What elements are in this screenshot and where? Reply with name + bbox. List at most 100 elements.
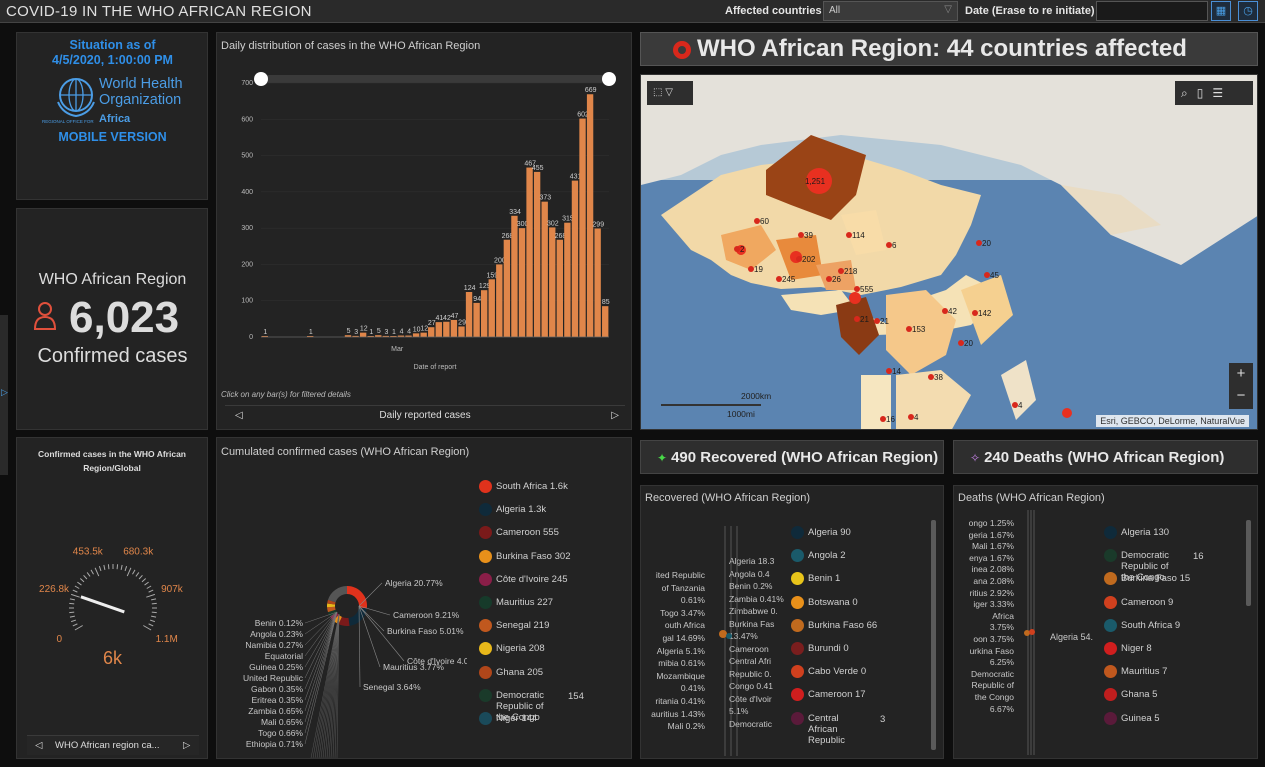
slice-label: Zambia 0.65% <box>248 706 303 716</box>
map-case-marker <box>886 242 892 248</box>
deaths-legend-item[interactable]: South Africa 9 <box>1104 618 1254 633</box>
cumulated-legend-item[interactable]: Democratic Republic of the Congo 154 <box>479 688 629 723</box>
bar <box>480 290 488 337</box>
recovered-legend-item[interactable]: Central African Republic 3 <box>791 711 941 746</box>
chevron-right-icon[interactable]: ▷ <box>611 410 619 421</box>
recovered-legend-item[interactable]: Botswana 0 <box>791 595 941 610</box>
cumulated-legend-item[interactable]: Côte d'Ivoire 245 <box>479 572 629 587</box>
legend-swatch <box>479 549 492 563</box>
y-tick-label: 500 <box>241 153 253 160</box>
legend-name: Burundi 0 <box>808 643 849 654</box>
cumulated-legend-item[interactable]: Cameroon 555 <box>479 526 629 540</box>
deaths-legend-item[interactable]: Guinea 5 <box>1104 711 1254 726</box>
chevron-left-icon[interactable]: ◁ <box>235 410 243 421</box>
map-case-label: 45 <box>990 271 999 280</box>
gauge-tick <box>135 572 140 577</box>
side-panel-toggle[interactable]: ▷ <box>0 315 8 475</box>
chevron-right-icon[interactable]: ▷ <box>183 740 191 751</box>
map-case-label: 142 <box>978 309 992 318</box>
bar <box>420 332 427 337</box>
cumulated-legend-item[interactable]: Ghana 205 <box>479 665 629 680</box>
deaths-legend-item[interactable]: Niger 8 <box>1104 642 1254 656</box>
bar <box>443 321 450 337</box>
deaths-legend-item[interactable]: Ghana 5 <box>1104 688 1254 702</box>
bar-label: 42 <box>443 315 451 322</box>
chevron-left-icon[interactable]: ◁ <box>35 740 43 751</box>
legend-name: Algeria 1.3k <box>496 504 547 516</box>
cumulated-legend-item[interactable]: Niger 144 <box>479 712 629 726</box>
recovered-legend-item[interactable]: Burkina Faso 66 <box>791 618 941 633</box>
deaths-scrollbar[interactable] <box>1246 520 1251 606</box>
mobile-version-link[interactable]: MOBILE VERSION <box>58 130 167 144</box>
recovered-legend-item[interactable]: Benin 1 <box>791 572 941 586</box>
confirmed-region-label: WHO African Region <box>38 271 187 288</box>
legend-swatch <box>1104 688 1117 702</box>
cumulated-legend-item[interactable]: Burkina Faso 302 <box>479 549 629 564</box>
recovered-pie-chart[interactable] <box>703 516 793 756</box>
legend-swatch <box>791 688 804 702</box>
bookmark-icon[interactable]: ▯ <box>1196 86 1213 100</box>
map-case-label: 19 <box>754 265 763 274</box>
recovered-icon: ✦ <box>657 451 668 465</box>
callout-leader <box>358 582 383 607</box>
recovered-slice-label: Mozambique <box>656 670 705 681</box>
chevron-down-icon[interactable]: ▽ <box>665 87 673 98</box>
x-tick-label: Mar <box>391 346 404 353</box>
map-case-label: 20 <box>982 239 991 248</box>
date-input[interactable] <box>1096 1 1208 21</box>
deaths-legend-item[interactable]: Burkina Faso 15 <box>1104 572 1254 586</box>
legend-name: Angola 2 <box>808 550 846 562</box>
recovered-legend-item[interactable]: Cabo Verde 0 <box>791 665 941 679</box>
calendar-icon[interactable]: ▦ <box>1211 1 1231 21</box>
bar <box>503 239 511 337</box>
recovered-legend-item[interactable]: Burundi 0 <box>791 642 941 656</box>
affected-countries-select[interactable]: All ▽ <box>823 1 958 21</box>
callout-leader <box>304 611 338 734</box>
clock-icon[interactable]: ◷ <box>1238 1 1258 21</box>
deaths-legend-item[interactable]: Mauritius 7 <box>1104 665 1254 679</box>
legend-value: 66 <box>863 619 878 631</box>
gauge-tick-label: 680.3k <box>123 546 154 557</box>
bar <box>428 327 435 337</box>
donut-slice <box>327 586 348 603</box>
search-icon[interactable]: ⌕ <box>1181 86 1197 100</box>
cumulated-legend-item[interactable]: Nigeria 208 <box>479 642 629 656</box>
cumulated-legend-item[interactable]: Senegal 219 <box>479 619 629 633</box>
recovered-legend-item[interactable]: Angola 2 <box>791 549 941 563</box>
recovered-scrollbar[interactable] <box>931 520 936 750</box>
legend-name: Ghana 5 <box>1121 689 1158 701</box>
map-select-tool[interactable]: ⬚ ▽ <box>647 81 693 105</box>
map-scale-mi: 1000mi <box>727 409 755 419</box>
bar <box>375 335 382 337</box>
cumulated-panel: Cumulated confirmed cases (WHO African R… <box>216 437 632 759</box>
recovered-legend-item[interactable]: Algeria 90 <box>791 526 941 540</box>
deaths-pie-chart[interactable] <box>1014 510 1054 755</box>
list-icon[interactable]: ☰ <box>1212 86 1233 100</box>
zoom-in-button[interactable]: + <box>1236 365 1246 382</box>
cumulated-pie-chart[interactable]: Algeria 20.77% Cameroon 9.21% Burkina Faso… <box>217 468 467 758</box>
gauge-tick-label: 907k <box>161 584 184 595</box>
deaths-legend-item[interactable]: Algeria 130 <box>1104 526 1254 540</box>
donut-slice <box>327 599 336 605</box>
bar <box>261 336 268 337</box>
map-view[interactable]: 1,251 60 39 114 6 20 2 202 19 245 26 218 555 45 42 21 21… <box>640 74 1258 430</box>
bar-label: 431 <box>570 174 582 181</box>
recovered-legend-item[interactable]: Cameroon 17 <box>791 688 941 702</box>
y-tick-label: 600 <box>241 116 253 123</box>
select-icon[interactable]: ⬚ <box>653 87 663 98</box>
deaths-legend-item[interactable]: Democratic Republic of the Congo 16 <box>1104 549 1254 583</box>
bar <box>556 239 564 337</box>
map-case-marker <box>798 232 804 238</box>
zoom-out-button[interactable]: − <box>1236 387 1246 404</box>
deaths-slice-label: ana 2.08% <box>973 576 1014 586</box>
cumulated-legend-item[interactable]: South Africa 1.6k <box>479 480 629 494</box>
deaths-legend-item[interactable]: Cameroon 9 <box>1104 595 1254 610</box>
daily-chart-nav[interactable]: ◁ Daily reported cases ▷ <box>225 405 625 425</box>
gauge-nav[interactable]: ◁ WHO African region ca... ▷ <box>27 735 199 755</box>
bar-label: 41 <box>435 315 443 322</box>
cumulated-legend-item[interactable]: Mauritius 227 <box>479 596 629 610</box>
cumulated-legend-item[interactable]: Algeria 1.3k <box>479 503 629 517</box>
recovered-slice-label: Zambia 0.41% <box>729 593 784 604</box>
